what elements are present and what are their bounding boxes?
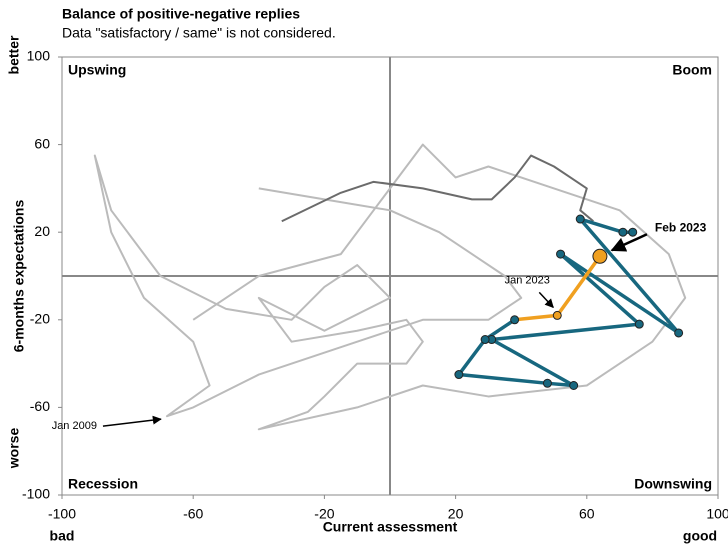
x-tick-label: 100: [706, 506, 728, 522]
quadrant-label: Upswing: [68, 62, 126, 78]
x-tick-label: 60: [579, 506, 595, 522]
y-tick-label: 100: [27, 48, 51, 64]
series-line: [281, 154, 595, 223]
y-axis-label: 6-months expectations: [11, 200, 27, 353]
series-marker: [569, 381, 579, 390]
quadrant-label: Downswing: [634, 476, 712, 492]
series-line: [93, 143, 687, 431]
series-marker: [556, 249, 566, 259]
series-marker: [542, 378, 552, 388]
annotation-arrow: [102, 415, 162, 427]
series-marker: [510, 315, 520, 325]
series-marker: [618, 227, 628, 237]
x-tick-label: -60: [183, 506, 203, 522]
y-tick-label: 20: [34, 223, 50, 239]
series-marker: [575, 214, 585, 224]
series-marker: [454, 370, 464, 380]
annotation: Jan 2009: [52, 420, 97, 432]
x-axis-label: Current assessment: [323, 519, 458, 535]
chart-subtitle: Data "satisfactory / same" is not consid…: [62, 25, 336, 41]
y-high-label: better: [6, 35, 22, 74]
x-high-label: good: [683, 528, 717, 544]
quadrant-label: Boom: [672, 62, 712, 78]
annotation: Feb 2023: [655, 220, 707, 234]
y-low-label: worse: [6, 428, 22, 470]
series-marker: [592, 248, 608, 264]
series-marker: [480, 335, 490, 345]
series-line: [514, 255, 602, 322]
x-tick-label: 20: [448, 506, 464, 522]
x-tick-label: -20: [314, 506, 334, 522]
series-marker: [634, 319, 644, 329]
series-marker: [674, 328, 684, 338]
chart-title: Balance of positive-negative replies: [62, 6, 300, 22]
y-tick-label: -100: [22, 486, 50, 502]
y-tick-label: -60: [30, 398, 50, 414]
annotation: Jan 2023: [505, 274, 550, 286]
series-marker: [552, 310, 562, 320]
annotation-arrow: [610, 233, 648, 252]
x-low-label: bad: [50, 528, 75, 544]
annotation-arrow: [538, 291, 554, 309]
y-tick-label: 60: [34, 135, 50, 151]
x-tick-label: -100: [48, 506, 76, 522]
series-line: [457, 217, 681, 388]
quadrant-label: Recession: [68, 476, 138, 492]
series-marker: [628, 227, 638, 237]
y-tick-label: -20: [30, 311, 50, 327]
